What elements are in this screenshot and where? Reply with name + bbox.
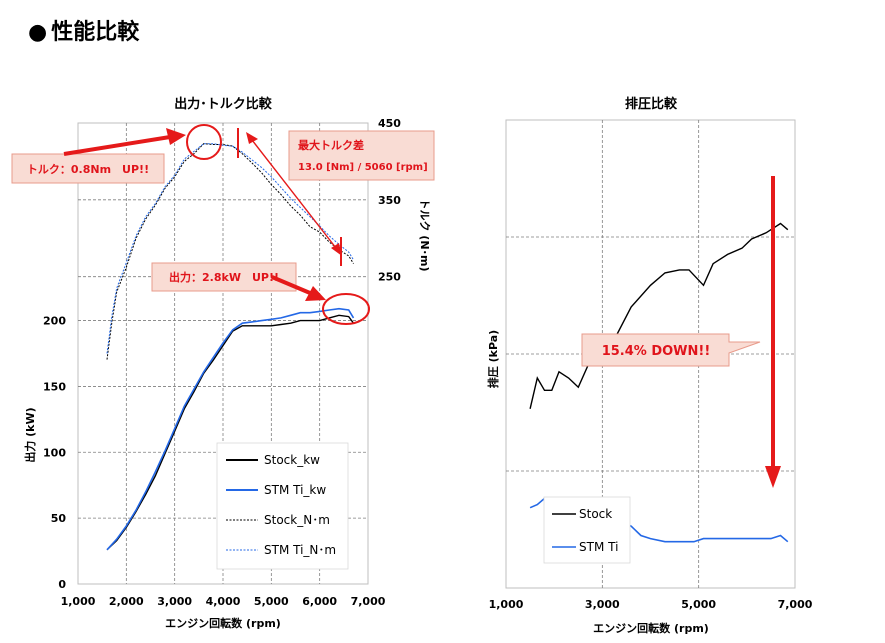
- highlight-circle-max-torque: [186, 124, 222, 160]
- x-tick-label: 5,000: [681, 598, 716, 611]
- arrow-torque-difference: [251, 139, 337, 249]
- x-axis-label-power-torque: エンジン回転数 (rpm): [165, 616, 281, 630]
- x-tick-label: 4,000: [206, 595, 241, 608]
- chart-title-exhaust: 排圧比較: [625, 96, 678, 112]
- x-tick-label: 2,000: [109, 595, 144, 608]
- callout-max-torque-diff-title: 最大トルク差: [298, 138, 364, 152]
- legend-exhaust: [543, 496, 631, 564]
- x-tick-label: 7,000: [351, 595, 386, 608]
- series-line-stock-n-m: [106, 143, 354, 360]
- callout-max-torque-diff: [288, 130, 435, 181]
- arrow-power-up: [271, 275, 311, 295]
- legend-label: STM Ti: [579, 540, 618, 554]
- legend-label: Stock_N･m: [264, 513, 330, 527]
- highlight-circle-max-power: [322, 293, 370, 325]
- arrowhead-power-up: [305, 286, 326, 301]
- legend-power-torque: [216, 442, 349, 570]
- arrowhead-torque-difference-end: [331, 243, 342, 256]
- y2-tick-label: 450: [378, 117, 401, 130]
- x-axis-label-exhaust: エンジン回転数 (rpm): [593, 621, 709, 635]
- x-tick-label: 5,000: [254, 595, 289, 608]
- y-tick-label: 50: [51, 512, 67, 525]
- y-tick-label: 0: [58, 578, 66, 591]
- y-axis-label-exhaust: 排圧 (kPa): [486, 330, 500, 388]
- arrowhead-torque-up: [166, 128, 186, 145]
- series-line-stm-ti-kw: [106, 307, 355, 551]
- x-tick-label: 6,000: [302, 595, 337, 608]
- legend-label: Stock_kw: [264, 453, 320, 467]
- callout-exhaust-down: [581, 333, 761, 367]
- callout-torque-up-text: トルク：0.8Nm UP!!: [27, 163, 149, 176]
- legend-label: Stock: [579, 507, 612, 521]
- arrowhead-exhaust-down: [765, 466, 781, 488]
- callout-torque-up: [11, 153, 165, 184]
- legend-label: STM Ti_kw: [264, 483, 326, 497]
- page-title: ● 性能比較: [28, 14, 139, 46]
- y-tick-label: 100: [43, 446, 66, 459]
- callout-exhaust-down-text: 15.4% DOWN!!: [602, 344, 711, 359]
- y-tick-label: 150: [43, 380, 66, 393]
- x-tick-label: 3,000: [157, 595, 192, 608]
- callout-power-up-text: 出力：2.8kW UP!!: [169, 270, 279, 284]
- callout-max-torque-diff-value: 13.0 [Nm] / 5060 [rpm]: [298, 162, 428, 173]
- x-tick-label: 1,000: [489, 598, 524, 611]
- series-line-stock: [529, 222, 789, 409]
- x-tick-label: 7,000: [778, 598, 813, 611]
- arrowhead-torque-difference-start: [246, 132, 258, 144]
- y-axis-label-power: 出力 (kW): [23, 407, 37, 462]
- y-tick-label: 200: [43, 315, 66, 328]
- page-title-text: 性能比較: [51, 20, 140, 45]
- y2-axis-label-torque: トルク (N･m): [418, 198, 431, 271]
- legend-label: STM Ti_N･m: [264, 543, 336, 557]
- title-bullet-icon: ●: [28, 20, 48, 45]
- y2-tick-label: 250: [378, 271, 401, 284]
- y2-tick-label: 350: [378, 194, 401, 207]
- x-tick-label: 3,000: [585, 598, 620, 611]
- x-tick-label: 1,000: [61, 595, 96, 608]
- arrow-torque-up: [63, 135, 171, 156]
- chart-title-power-torque: 出力･トルク比較: [174, 96, 273, 112]
